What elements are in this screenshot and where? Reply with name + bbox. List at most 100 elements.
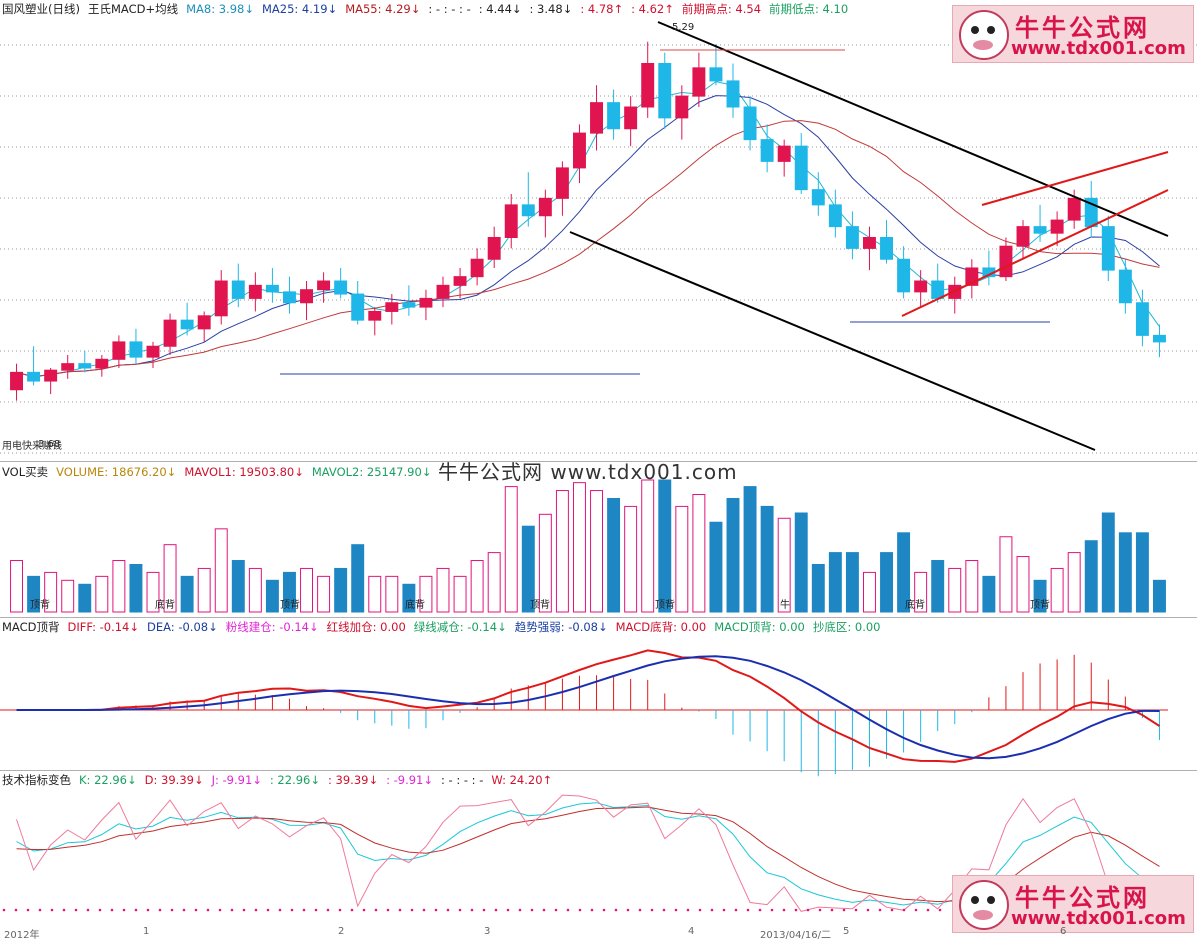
volume-bar xyxy=(760,505,774,613)
macd-header-item: MACD顶背: 0.00 xyxy=(714,620,805,634)
price-header-item: : 4.62↑ xyxy=(631,2,674,16)
kdj-dot xyxy=(74,908,78,912)
kdj-dot xyxy=(434,908,438,912)
candle-body xyxy=(10,371,23,391)
axis-date-label: 1 xyxy=(143,926,150,937)
volume-bar xyxy=(248,567,262,613)
candle-body xyxy=(880,237,894,260)
logo-url: www.tdx001.com xyxy=(1011,908,1186,929)
kdj-dot xyxy=(770,908,774,912)
kdj-dot xyxy=(194,908,198,912)
volume-bar xyxy=(982,575,996,613)
candle-body xyxy=(1067,197,1081,221)
axis-date-label: 2012年 xyxy=(4,930,40,941)
candle-body xyxy=(27,371,41,382)
volume-signal-label: 顶背 xyxy=(530,598,550,611)
kdj-dot xyxy=(602,908,606,912)
candle-body xyxy=(1101,226,1115,271)
kdj-header-item: : - : - : - xyxy=(441,773,484,787)
macd-header-item: DEA: -0.08↓ xyxy=(147,620,218,634)
volume-bar xyxy=(470,560,484,613)
volume-bar xyxy=(726,497,740,613)
candle-body xyxy=(914,280,928,293)
kdj-dot xyxy=(458,908,462,912)
kdj-dot xyxy=(902,908,906,912)
candle-body xyxy=(999,245,1013,278)
volume-bar xyxy=(828,552,842,613)
volume-bar xyxy=(44,571,58,613)
kdj-dot xyxy=(758,908,762,912)
center-watermark: 牛牛公式网 www.tdx001.com xyxy=(438,460,738,484)
volume-signal-label: 顶背 xyxy=(1030,598,1050,611)
volume-bar xyxy=(385,575,399,613)
volume-bar xyxy=(1135,532,1149,613)
kdj-dot xyxy=(722,908,726,912)
candle-body xyxy=(283,291,296,304)
candle-body xyxy=(1135,302,1149,336)
volume-bar xyxy=(880,552,894,613)
candle-body xyxy=(163,319,177,347)
candle-body xyxy=(573,132,586,169)
candle-body xyxy=(1050,219,1064,234)
volume-signal-label: 顶背 xyxy=(30,598,50,611)
kdj-dot xyxy=(422,908,426,912)
candle-body xyxy=(453,276,467,286)
kdj-dot xyxy=(494,908,498,912)
volume-header-item: VOLUME: 18676.20↓ xyxy=(56,465,177,479)
volume-bar xyxy=(214,528,228,613)
volume-bar xyxy=(283,571,296,613)
kdj-dot xyxy=(170,908,174,912)
candle-body xyxy=(95,358,109,369)
candle-body xyxy=(504,204,518,238)
candle-body xyxy=(675,95,689,119)
kdj-dot xyxy=(290,908,294,912)
macd-dea-line xyxy=(16,655,1160,760)
volume-bar xyxy=(914,571,928,613)
volume-bar xyxy=(1033,579,1047,613)
volume-bar xyxy=(555,490,569,613)
kdj-dot xyxy=(134,908,138,912)
panel-divider xyxy=(0,617,1197,618)
candle-body xyxy=(692,67,706,97)
candle-body xyxy=(538,197,552,217)
volume-bar xyxy=(675,505,689,613)
candle-body xyxy=(129,341,143,358)
volume-bar xyxy=(487,552,501,613)
kdj-dot xyxy=(122,908,126,912)
kdj-dot xyxy=(350,908,354,912)
volume-bar xyxy=(607,497,621,613)
kdj-dot xyxy=(782,908,786,912)
candle-body xyxy=(965,267,979,286)
volume-bar xyxy=(78,583,92,613)
candle-body xyxy=(231,280,245,299)
kdj-dot xyxy=(662,908,666,912)
axis-date-label: 2013/04/16/二 xyxy=(760,930,832,941)
volume-bar xyxy=(1050,567,1064,613)
volume-header-item: MAVOL2: 25147.90↓ xyxy=(311,465,432,479)
kdj-dot xyxy=(266,908,270,912)
volume-bar xyxy=(658,479,672,613)
kdj-dot xyxy=(110,908,114,912)
kdj-dot xyxy=(926,908,930,912)
kdj-dot xyxy=(650,908,654,912)
volume-header-item: VOL买卖 xyxy=(2,465,49,479)
volume-bar xyxy=(863,571,876,613)
volume-bar xyxy=(624,505,638,613)
kdj-dot xyxy=(86,908,90,912)
volume-bar xyxy=(777,517,791,613)
kdj-dot xyxy=(626,908,630,912)
kdj-dot xyxy=(446,908,450,912)
candle-body xyxy=(897,258,911,293)
kdj-dot xyxy=(710,908,714,912)
volume-bar xyxy=(1067,552,1081,613)
macd-diff-line xyxy=(16,649,1161,763)
candle-body xyxy=(248,284,262,299)
candle-body xyxy=(624,106,638,130)
price-header-item: 王氏MACD+均线 xyxy=(87,2,179,16)
volume-bar xyxy=(27,575,41,613)
logo-url: www.tdx001.com xyxy=(1011,38,1186,59)
volume-signal-label: 底背 xyxy=(905,598,925,611)
volume-bar xyxy=(419,575,433,613)
price-header-item: 国风塑业(日线) xyxy=(2,2,80,16)
